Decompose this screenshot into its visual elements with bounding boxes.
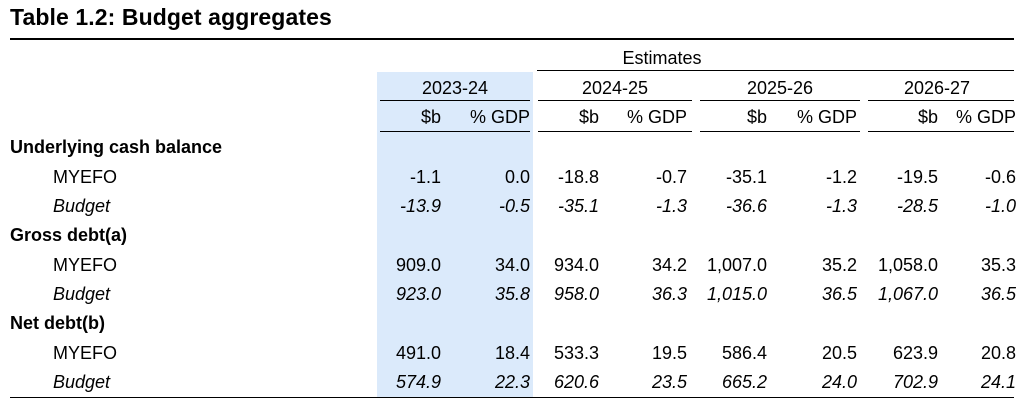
table-cell: 35.2 xyxy=(821,255,857,275)
subheader-underline xyxy=(868,131,1014,132)
year-underline xyxy=(380,100,530,101)
section-label: Underlying cash balance xyxy=(10,137,223,157)
table-cell: 24.0 xyxy=(821,372,857,392)
year-header: 2023-24 xyxy=(421,78,489,98)
row-label: MYEFO xyxy=(53,167,118,187)
col-header-dollars: $b xyxy=(746,107,767,127)
table-cell: 19.5 xyxy=(651,343,687,363)
table-cell: 623.9 xyxy=(892,343,938,363)
year-header: 2025-26 xyxy=(746,78,814,98)
table-cell: -1.3 xyxy=(825,196,857,216)
year-header: 2024-25 xyxy=(581,78,649,98)
table-cell: 34.0 xyxy=(494,255,530,275)
table-cell: -36.6 xyxy=(725,196,767,216)
col-header-gdp: % GDP xyxy=(626,107,687,127)
table-cell: -35.1 xyxy=(557,196,599,216)
table-cell: 35.8 xyxy=(494,284,530,304)
col-header-gdp: % GDP xyxy=(955,107,1016,127)
table-cell: 574.9 xyxy=(395,372,441,392)
section-label: Gross debt(a) xyxy=(10,225,128,245)
table-cell: -1.0 xyxy=(984,196,1016,216)
col-header-gdp: % GDP xyxy=(469,107,530,127)
row-label: Budget xyxy=(53,284,111,304)
title-rule xyxy=(10,38,1014,40)
col-header-dollars: $b xyxy=(578,107,599,127)
current-year-highlight xyxy=(377,72,533,397)
table-title: Table 1.2: Budget aggregates xyxy=(10,4,332,30)
table-cell: -28.5 xyxy=(896,196,938,216)
year-underline xyxy=(868,100,1014,101)
table-cell: 0.0 xyxy=(504,167,530,187)
estimates-underline xyxy=(537,70,1014,71)
table-cell: 35.3 xyxy=(980,255,1016,275)
table-cell: 23.5 xyxy=(651,372,687,392)
table-cell: 20.5 xyxy=(821,343,857,363)
col-header-dollars: $b xyxy=(420,107,441,127)
table-cell: 1,015.0 xyxy=(706,284,767,304)
table-cell: 34.2 xyxy=(651,255,687,275)
table-cell: -1.3 xyxy=(655,196,687,216)
table-cell: -1.2 xyxy=(825,167,857,187)
row-label: MYEFO xyxy=(53,343,118,363)
table-cell: -0.5 xyxy=(498,196,530,216)
row-label: Budget xyxy=(53,196,111,216)
table-cell: -0.6 xyxy=(984,167,1016,187)
table-cell: 923.0 xyxy=(395,284,441,304)
row-label: Budget xyxy=(53,372,111,392)
table-cell: 24.1 xyxy=(980,372,1016,392)
bottom-rule xyxy=(10,397,1014,398)
table-cell: 958.0 xyxy=(553,284,599,304)
table-cell: 22.3 xyxy=(494,372,530,392)
col-header-gdp: % GDP xyxy=(796,107,857,127)
row-label: MYEFO xyxy=(53,255,118,275)
section-label: Net debt(b) xyxy=(10,313,105,333)
table-cell: 20.8 xyxy=(980,343,1016,363)
col-header-dollars: $b xyxy=(917,107,938,127)
table-cell: 533.3 xyxy=(553,343,599,363)
estimates-header: Estimates xyxy=(622,48,702,68)
table-cell: 586.4 xyxy=(721,343,767,363)
table-cell: -35.1 xyxy=(725,167,767,187)
year-underline xyxy=(538,100,692,101)
subheader-underline xyxy=(700,131,860,132)
table-cell: -18.8 xyxy=(557,167,599,187)
year-underline xyxy=(700,100,860,101)
table-cell: 36.5 xyxy=(980,284,1016,304)
table-cell: 18.4 xyxy=(494,343,530,363)
table-cell: 491.0 xyxy=(395,343,441,363)
table-cell: 665.2 xyxy=(721,372,767,392)
table-cell: 702.9 xyxy=(892,372,938,392)
table-cell: -19.5 xyxy=(896,167,938,187)
table-cell: 620.6 xyxy=(553,372,599,392)
year-header: 2026-27 xyxy=(903,78,971,98)
table-cell: -13.9 xyxy=(399,196,441,216)
table-cell: 934.0 xyxy=(553,255,599,275)
table-cell: 36.3 xyxy=(651,284,687,304)
table-cell: 1,058.0 xyxy=(877,255,938,275)
table-cell: 36.5 xyxy=(821,284,857,304)
table-cell: -1.1 xyxy=(409,167,441,187)
table-cell: 1,067.0 xyxy=(877,284,938,304)
subheader-underline xyxy=(380,131,530,132)
table-cell: -0.7 xyxy=(655,167,687,187)
table-cell: 1,007.0 xyxy=(706,255,767,275)
table-cell: 909.0 xyxy=(395,255,441,275)
subheader-underline xyxy=(538,131,692,132)
